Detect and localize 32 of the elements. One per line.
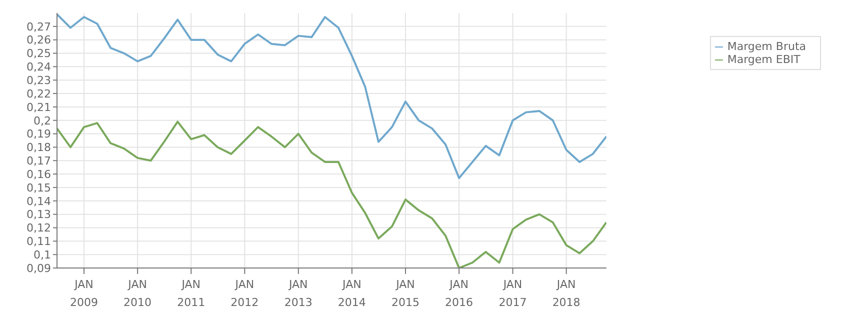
x-tick-label: JAN 2018: [552, 278, 580, 309]
y-tick-label: 0,23: [26, 74, 51, 88]
x-tick-label: JAN 2014: [338, 278, 366, 309]
y-tick-label: 0,17: [26, 154, 51, 168]
x-tick-label: JAN 2013: [284, 278, 312, 309]
line-series: [57, 13, 606, 180]
y-tick-label: 0,24: [26, 60, 51, 74]
y-tick-label: 0,21: [26, 100, 51, 114]
x-tick-label: JAN 2015: [391, 278, 420, 309]
y-tick-label: 0,1: [34, 248, 51, 262]
y-tick-label: 0,18: [26, 141, 51, 154]
x-tick-label: JAN 2012: [230, 278, 259, 309]
y-tick-label: 0,2: [34, 114, 51, 128]
x-tick-label: JAN 2016: [445, 278, 474, 309]
y-tick-label: 0,15: [26, 181, 51, 194]
y-tick-label: 0,09: [26, 262, 51, 275]
legend-label: Margem EBIT: [727, 53, 800, 66]
x-tick-label: JAN 2017: [498, 278, 527, 309]
y-tick-label: 0,27: [26, 20, 51, 34]
y-tick-label: 0,25: [26, 47, 51, 60]
y-tick-label: 0,11: [26, 235, 51, 248]
y-tick-label: 0,16: [26, 168, 51, 181]
y-tick-label: 0,13: [26, 208, 51, 222]
y-tick-label: 0,12: [26, 222, 51, 235]
legend-label: Margem Bruta: [727, 40, 806, 53]
y-tick-label: 0,14: [26, 194, 51, 208]
y-tick-label: 0,26: [26, 34, 51, 47]
y-tick-label: 0,22: [26, 87, 51, 100]
y-tick-label: 0,19: [26, 128, 51, 141]
x-tick-label: JAN 2010: [124, 278, 152, 309]
x-tick-label: JAN 2009: [70, 278, 98, 309]
x-tick-label: JAN 2011: [177, 278, 206, 309]
